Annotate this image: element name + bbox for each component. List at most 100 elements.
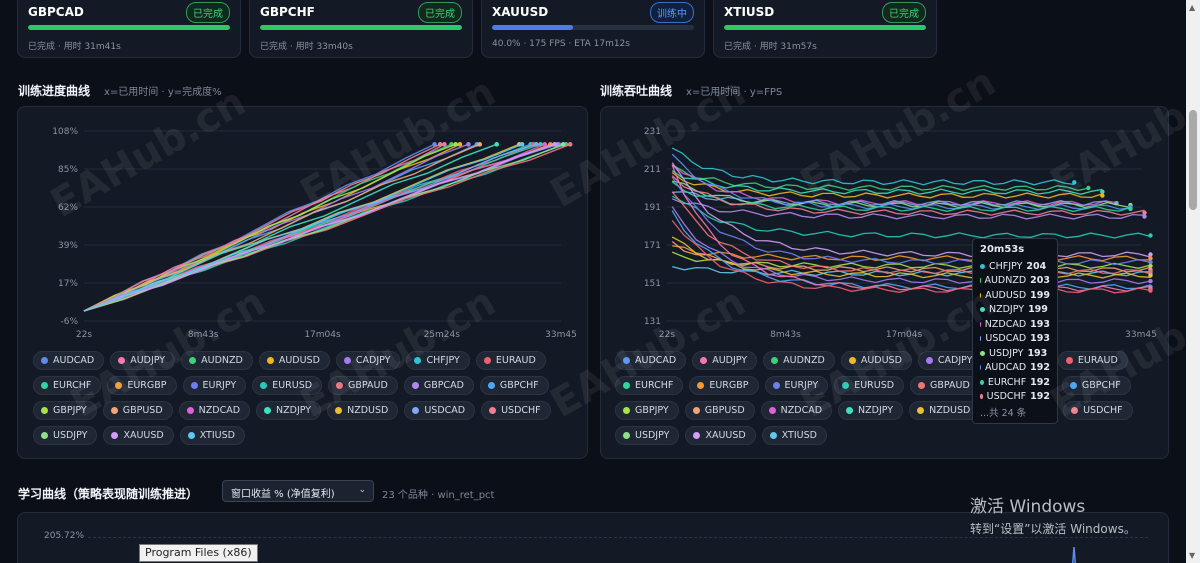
legend-label: EURJPY (202, 380, 237, 391)
symbol-card[interactable]: XAUUSD 训练中 40.0% · 175 FPS · ETA 17m12s (481, 0, 705, 58)
legend-label: EURAUD (1077, 355, 1118, 366)
series-end-point (1100, 189, 1105, 194)
symbol-card[interactable]: XTIUSD 已完成 已完成 · 用时 31m57s (713, 0, 937, 58)
legend-chip[interactable]: NZDUSD (909, 401, 981, 420)
legend-chip[interactable]: USDCHF (481, 401, 551, 420)
legend-chip[interactable]: NZDCAD (760, 401, 833, 420)
learning-spike (1072, 546, 1076, 563)
tooltip-symbol: USDCHF (986, 391, 1027, 403)
legend-label: AUDNZD (783, 355, 825, 366)
tooltip-dot-icon (980, 321, 981, 327)
legend-label: GBPJPY (53, 405, 87, 416)
scrollbar-thumb[interactable] (1189, 110, 1197, 210)
legend-chip[interactable]: EURCHF (33, 376, 102, 395)
card-meta: 已完成 · 用时 33m40s (260, 42, 353, 52)
legend-chip[interactable]: AUDUSD (840, 351, 912, 370)
legend-chip[interactable]: GBPCHF (479, 376, 549, 395)
legend-chip[interactable]: GBPJPY (615, 401, 679, 420)
legend-chip[interactable]: USDJPY (33, 426, 98, 445)
legend-chip[interactable]: EURUSD (252, 376, 323, 395)
symbol-card[interactable]: GBPCAD 已完成 已完成 · 用时 31m41s (17, 0, 241, 58)
legend-chip[interactable]: GBPAUD (328, 376, 398, 395)
progress-fill (492, 25, 573, 30)
legend-label: EURUSD (854, 380, 895, 391)
progress-bar (28, 25, 230, 30)
scroll-down-icon[interactable]: ▼ (1189, 551, 1196, 560)
tooltip-row: AUDNZD 203 (980, 274, 1050, 289)
tooltip-dot-icon (980, 365, 981, 371)
legend-chip[interactable]: USDCAD (404, 401, 476, 420)
y-tick-label: 191 (644, 203, 661, 213)
metric-select[interactable]: 窗口收益 % (净值复利) ⌄ (222, 480, 374, 502)
legend-chip[interactable]: NZDUSD (327, 401, 399, 420)
legend-chip[interactable]: GBPUSD (102, 401, 173, 420)
legend-chip[interactable]: USDCHF (1063, 401, 1133, 420)
fps-chart-title: 训练吞吐曲线 (600, 84, 673, 98)
legend-chip[interactable]: XTIUSD (761, 426, 827, 445)
legend-chip[interactable]: EURJPY (182, 376, 247, 395)
legend-chip[interactable]: XTIUSD (179, 426, 245, 445)
learning-chart-subtitle: 23 个品种 · win_ret_pct (382, 490, 495, 501)
legend-chip[interactable]: AUDCAD (615, 351, 687, 370)
legend-label: GBPCHF (499, 380, 539, 391)
scroll-up-icon[interactable]: ▲ (1189, 3, 1196, 12)
legend-chip[interactable]: NZDJPY (838, 401, 904, 420)
legend-chip[interactable]: EURJPY (764, 376, 829, 395)
series-end-point (1148, 233, 1153, 238)
learning-y-top-label: 205.72% (44, 531, 85, 541)
legend-chip[interactable]: EURGBP (689, 376, 759, 395)
series-end-point (457, 142, 463, 147)
series-end-point (466, 142, 471, 147)
legend-chip[interactable]: AUDNZD (763, 351, 835, 370)
legend-chip[interactable]: GBPUSD (684, 401, 755, 420)
series-end-point (552, 142, 557, 147)
legend-chip[interactable]: AUDCAD (33, 351, 105, 370)
legend-chip[interactable]: CHFJPY (406, 351, 470, 370)
fps-chart: 23121119117115113122s8m43s17m04s25m24s33… (644, 127, 1157, 340)
fps-series-line (671, 171, 1103, 199)
progress-series-line (83, 143, 456, 312)
legend-chip[interactable]: AUDNZD (181, 351, 253, 370)
fps-chart-panel: 23121119117115113122s8m43s17m04s25m24s33… (600, 106, 1169, 459)
legend-chip[interactable]: NZDJPY (256, 401, 322, 420)
progress-bar (492, 25, 694, 30)
chevron-down-icon: ⌄ (358, 485, 366, 495)
legend-dot-icon (115, 382, 123, 389)
legend-chip[interactable]: USDJPY (615, 426, 680, 445)
tooltip-symbol: USDJPY (989, 347, 1024, 359)
legend-chip[interactable]: XAUUSD (685, 426, 756, 445)
os-tooltip: Program Files (x86) (139, 544, 258, 562)
metric-select-value: 窗口收益 % (净值复利) (231, 489, 335, 500)
legend-chip[interactable]: XAUUSD (103, 426, 174, 445)
legend-dot-icon (925, 357, 933, 364)
legend-chip[interactable]: EURCHF (615, 376, 684, 395)
series-end-point (1128, 206, 1133, 212)
legend-chip[interactable]: NZDCAD (178, 401, 251, 420)
legend-dot-icon (700, 357, 708, 364)
card-meta: 已完成 · 用时 31m57s (724, 42, 817, 52)
legend-chip[interactable]: AUDJPY (692, 351, 758, 370)
legend-chip[interactable]: EURGBP (107, 376, 177, 395)
legend-label: GBPCHF (1081, 380, 1121, 391)
legend-dot-icon (623, 432, 630, 439)
series-end-point (1148, 256, 1153, 261)
legend-chip[interactable]: AUDJPY (110, 351, 176, 370)
legend-chip[interactable]: CADJPY (917, 351, 983, 370)
legend-chip[interactable]: GBPAUD (910, 376, 980, 395)
legend-chip[interactable]: GBPJPY (33, 401, 97, 420)
legend-chip[interactable]: AUDUSD (258, 351, 330, 370)
legend-chip[interactable]: EURAUD (475, 351, 546, 370)
legend-label: GBPUSD (704, 405, 745, 416)
status-badge: 已完成 (882, 2, 926, 23)
legend-chip[interactable]: GBPCAD (403, 376, 474, 395)
fps-series-line (671, 220, 1151, 294)
legend-chip[interactable]: CADJPY (335, 351, 401, 370)
symbol-card[interactable]: GBPCHF 已完成 已完成 · 用时 33m40s (249, 0, 473, 58)
fps-series-line (671, 153, 1131, 211)
legend-chip[interactable]: EURAUD (1057, 351, 1128, 370)
legend-chip[interactable]: GBPCHF (1061, 376, 1131, 395)
series-end-point (477, 142, 483, 147)
page-scrollbar[interactable]: ▲ ▼ (1186, 0, 1200, 563)
legend-chip[interactable]: EURUSD (834, 376, 905, 395)
legend-label: AUDNZD (201, 355, 243, 366)
